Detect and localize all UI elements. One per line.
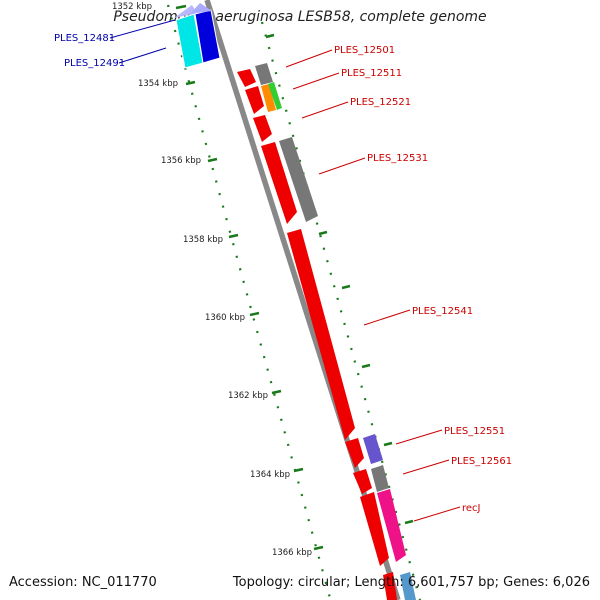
- scale-tick-mark: [293, 467, 304, 473]
- leader-ples-12491: [118, 47, 167, 64]
- gene-label-ples-12481[interactable]: PLES_12481: [54, 33, 115, 44]
- outer-tick-mark: [361, 363, 371, 369]
- genome-summary-text: Topology: circular; Length: 6,601,757 bp…: [232, 575, 590, 590]
- outer-tick-mark: [265, 33, 275, 39]
- gene-edge-red: [383, 572, 397, 600]
- leader-ples-12501: [285, 49, 333, 68]
- gene-ples-12501[interactable]: [255, 63, 273, 85]
- scale-tick-mark: [249, 311, 260, 317]
- gene-ples-12561[interactable]: [371, 465, 389, 492]
- scale-tick-mark: [185, 80, 196, 86]
- gene-label-recj[interactable]: recJ: [462, 503, 481, 514]
- scale-tick-mark: [207, 157, 218, 163]
- leader-ples-12521: [301, 101, 349, 119]
- scale-label: 1354 kbp: [138, 79, 178, 89]
- leader-ples-12561: [402, 459, 450, 475]
- gene-label-ples-12511[interactable]: PLES_12511: [341, 68, 402, 79]
- gene-red-c[interactable]: [353, 469, 372, 494]
- scale-label: 1358 kbp: [183, 235, 223, 245]
- gene-label-ples-12561[interactable]: PLES_12561: [451, 456, 512, 467]
- scale-label: 1362 kbp: [228, 391, 268, 401]
- gene-green[interactable]: [268, 82, 282, 110]
- leader-ples-12541: [363, 309, 411, 326]
- scale-tick-mark: [228, 233, 239, 239]
- gene-red-small-2[interactable]: [245, 86, 264, 114]
- gene-label-ples-12521[interactable]: PLES_12521: [350, 97, 411, 108]
- gene-label-ples-12531[interactable]: PLES_12531: [367, 153, 428, 164]
- gene-ples-12521[interactable]: [253, 115, 272, 142]
- outer-tick-track: [260, 21, 422, 600]
- leader-recj: [413, 506, 461, 522]
- scale-label: 1366 kbp: [272, 548, 312, 558]
- gene-red-d[interactable]: [360, 492, 389, 566]
- scale-ticks: [175, 4, 414, 551]
- scale-tick-mark: [271, 389, 282, 395]
- gene-edge-steel: [400, 572, 416, 600]
- gene-red-long-a[interactable]: [261, 142, 297, 224]
- gene-arrow-head: [174, 5, 197, 18]
- leader-ples-12551: [395, 429, 443, 445]
- leader-ples-12511: [292, 72, 340, 90]
- gene-label-ples-12491[interactable]: PLES_12491: [64, 58, 125, 69]
- gene-label-ples-12501[interactable]: PLES_12501: [334, 45, 395, 56]
- scale-tick-mark: [175, 4, 187, 10]
- scale-tick-mark: [313, 545, 324, 551]
- gene-ples-12541[interactable]: [287, 229, 355, 440]
- gene-label-ples-12541[interactable]: PLES_12541: [412, 306, 473, 317]
- scale-label: 1360 kbp: [205, 313, 245, 323]
- outer-tick-mark: [404, 519, 414, 525]
- gene-red-b[interactable]: [345, 438, 364, 468]
- gene-label-ples-12551[interactable]: PLES_12551: [444, 426, 505, 437]
- gene-ples-12511[interactable]: [261, 84, 276, 112]
- gene-red-small[interactable]: [237, 69, 256, 87]
- gene-ples-12531[interactable]: [279, 137, 318, 222]
- gene-arrow-head: [190, 3, 212, 14]
- outer-tick-mark: [341, 284, 351, 290]
- accession-text: Accession: NC_011770: [9, 575, 157, 590]
- leader-ples-12481: [109, 19, 176, 39]
- gene-recj[interactable]: [377, 489, 406, 562]
- outer-tick-mark: [383, 441, 393, 447]
- scale-label: 1364 kbp: [250, 470, 290, 480]
- scale-label: 1356 kbp: [161, 156, 201, 166]
- gene-ples-12551[interactable]: [363, 434, 383, 464]
- outer-tick-mark: [318, 230, 328, 236]
- scale-label: 1352 kbp: [112, 2, 152, 12]
- leader-ples-12531: [318, 157, 366, 175]
